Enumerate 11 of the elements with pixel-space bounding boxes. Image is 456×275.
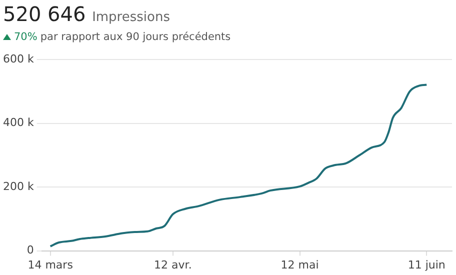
chart-subtitle: 70% par rapport aux 90 jours précédents [14,31,231,43]
x-tick-label: 14 mars [28,258,74,272]
line-series [49,84,428,248]
x-tick-label: 12 avr. [154,258,192,272]
y-tick-label: 600 k [2,52,34,66]
y-tick-label: 200 k [2,180,34,193]
x-tick-label: 11 juin [408,258,446,272]
y-tick-label: 0 [26,244,34,257]
x-tick-label: 12 mai [280,258,319,272]
y-tick-label: 400 k [2,116,34,130]
chart-title: 520 646 Impressions [3,2,170,26]
